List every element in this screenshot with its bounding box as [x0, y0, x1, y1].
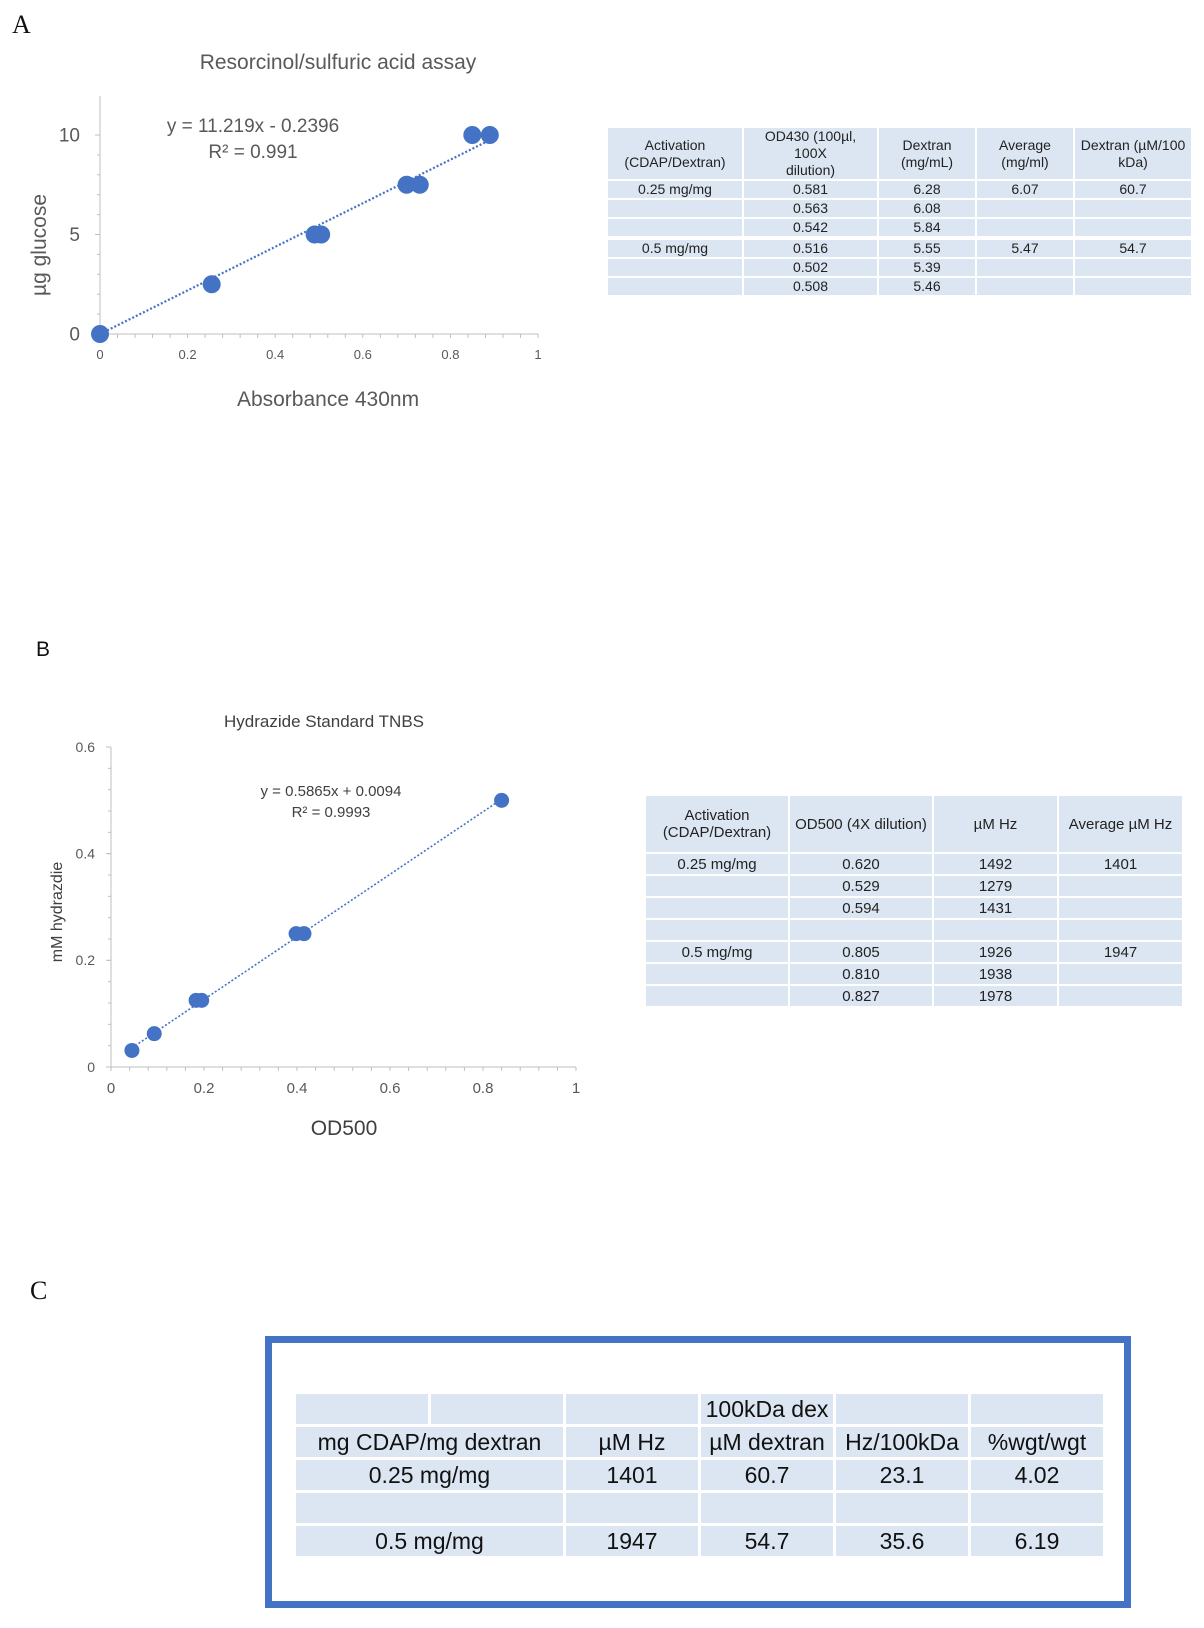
chart-b-hydrazide-standard: Hydrazide Standard TNBS y = 0.5865x + 0.… — [49, 712, 580, 1140]
chartB-data-point — [296, 926, 312, 942]
chartA-data-point — [463, 126, 482, 144]
chartB-data-point — [146, 1026, 162, 1042]
table-row: 0.5 mg/mg 1947 54.7 35.6 6.19 — [296, 1526, 1103, 1556]
table-row — [646, 920, 1182, 940]
chartB-x-tick-label: 0.2 — [194, 1080, 215, 1097]
chartA-x-tick-label: 0.8 — [441, 347, 459, 362]
chart-a-equation: y = 11.219x - 0.2396 — [167, 116, 339, 137]
table-a-header-dextran: Dextran (mg/mL) — [879, 128, 975, 179]
summary-header-um-hz: µM Hz — [566, 1427, 698, 1457]
table-a-header-dextran-um: Dextran (µM/100 kDa) — [1075, 128, 1191, 179]
summary-header-hz-per-100kda: Hz/100kDa — [836, 1427, 968, 1457]
chartA-x-tick-label: 1 — [534, 347, 541, 362]
chart-a-resorcinol-assay: Resorcinol/sulfuric acid assay y = 11.21… — [28, 51, 542, 411]
table-b-header-row: Activation (CDAP/Dextran) OD500 (4X dilut… — [646, 796, 1182, 852]
chartA-data-point — [312, 225, 331, 244]
chartA-data-point — [91, 325, 109, 343]
table-a-header-activation: Activation (CDAP/Dextran) — [608, 128, 742, 179]
table-b-header-activation: Activation (CDAP/Dextran) — [646, 796, 788, 852]
chartA-x-tick-label: 0.2 — [179, 347, 197, 362]
chart-a-title: Resorcinol/sulfuric acid assay — [200, 51, 477, 74]
table-row: 0.810 1938 — [646, 964, 1182, 984]
chart-b-y-axis-label: mM hydrazdie — [49, 862, 66, 963]
panel-label-a: A — [12, 10, 31, 39]
chartA-data-point — [397, 175, 416, 194]
table-a-dextran-quantification: Activation (CDAP/Dextran) OD430 (100µl, 1… — [606, 126, 1193, 297]
table-row: 0.502 5.39 — [608, 259, 1191, 276]
chart-b-title: Hydrazide Standard TNBS — [224, 712, 424, 731]
chartA-y-tick-label: 10 — [59, 126, 80, 147]
panel-label-b: B — [36, 638, 51, 661]
summary-box: 100kDa dex mg CDAP/mg dextran µM Hz µM d… — [265, 1336, 1131, 1608]
chart-b-equation: y = 0.5865x + 0.0094 — [261, 783, 402, 800]
chart-a-y-axis-label: µg glucose — [28, 194, 51, 296]
chartB-y-tick-label: 0.2 — [76, 952, 96, 968]
chartB-y-tick-label: 0 — [87, 1059, 95, 1075]
summary-table: 100kDa dex mg CDAP/mg dextran µM Hz µM d… — [293, 1391, 1106, 1559]
table-row: 0.827 1978 — [646, 986, 1182, 1006]
table-row: 0.5 mg/mg 0.516 5.55 5.47 54.7 — [608, 240, 1191, 257]
chartB-y-tick-label: 0.6 — [76, 739, 96, 755]
chart-a-x-axis-label: Absorbance 430nm — [237, 388, 419, 411]
table-row: 0.5 mg/mg 0.805 1926 1947 — [646, 942, 1182, 962]
table-row: 0.25 mg/mg 0.620 1492 1401 — [646, 854, 1182, 874]
table-a-header-od430: OD430 (100µl, 100X dilution) — [744, 128, 877, 179]
summary-header-wgt-wgt: %wgt/wgt — [971, 1427, 1103, 1457]
table-row: 0.25 mg/mg 0.581 6.28 6.07 60.7 — [608, 181, 1191, 198]
chartA-x-tick-label: 0.6 — [354, 347, 372, 362]
table-b-hydrazide-quantification: Activation (CDAP/Dextran) OD500 (4X dilut… — [644, 794, 1184, 1008]
table-row: 0.563 6.08 — [608, 200, 1191, 217]
chartA-trendline — [99, 139, 491, 335]
table-b-header-od500: OD500 (4X dilution) — [790, 796, 932, 852]
table-row: 0.594 1431 — [646, 898, 1182, 918]
chartA-y-tick-label: 5 — [69, 225, 80, 246]
chartB-x-tick-label: 0.8 — [473, 1080, 494, 1097]
chartB-data-point — [124, 1042, 140, 1058]
panel-label-c: C — [30, 1276, 48, 1305]
chartB-x-tick-label: 0.6 — [380, 1080, 401, 1097]
table-a-header-average: Average (mg/ml) — [977, 128, 1073, 179]
chartB-x-tick-label: 1 — [572, 1080, 580, 1097]
chartA-data-point — [410, 175, 429, 194]
table-row: 0.542 5.84 — [608, 219, 1191, 236]
summary-header-row: mg CDAP/mg dextran µM Hz µM dextran Hz/1… — [296, 1427, 1103, 1457]
table-row: 0.25 mg/mg 1401 60.7 23.1 4.02 — [296, 1460, 1103, 1490]
summary-header-100kda-dex: 100kDa dex — [701, 1394, 833, 1424]
chartB-y-tick-label: 0.4 — [76, 846, 96, 862]
table-row: 0.529 1279 — [646, 876, 1182, 896]
chartA-x-tick-label: 0 — [96, 347, 103, 362]
table-a-header-row: Activation (CDAP/Dextran) OD430 (100µl, 1… — [608, 128, 1191, 179]
chartB-data-point — [194, 992, 210, 1008]
summary-header-mg-cdap: mg CDAP/mg dextran — [296, 1427, 563, 1457]
summary-header-top-row: 100kDa dex — [296, 1394, 1103, 1424]
table-b-header-um-hz: µM Hz — [934, 796, 1057, 852]
chartA-data-point — [480, 126, 499, 144]
chartB-x-tick-label: 0.4 — [287, 1080, 308, 1097]
table-row: 0.508 5.46 — [608, 278, 1191, 295]
chartA-data-point — [202, 275, 221, 294]
chartB-x-tick-label: 0 — [107, 1080, 115, 1097]
table-row — [296, 1493, 1103, 1523]
chart-a-r-squared: R² = 0.991 — [208, 142, 297, 163]
chartA-x-tick-label: 0.4 — [266, 347, 284, 362]
chart-b-r-squared: R² = 0.9993 — [292, 804, 371, 821]
summary-header-um-dextran: µM dextran — [701, 1427, 833, 1457]
table-b-header-average-um-hz: Average µM Hz — [1059, 796, 1182, 852]
chartB-data-point — [494, 792, 510, 808]
chartB-trendline — [131, 798, 503, 1049]
chartA-y-tick-label: 0 — [69, 325, 80, 346]
chart-b-x-axis-label: OD500 — [311, 1117, 378, 1140]
